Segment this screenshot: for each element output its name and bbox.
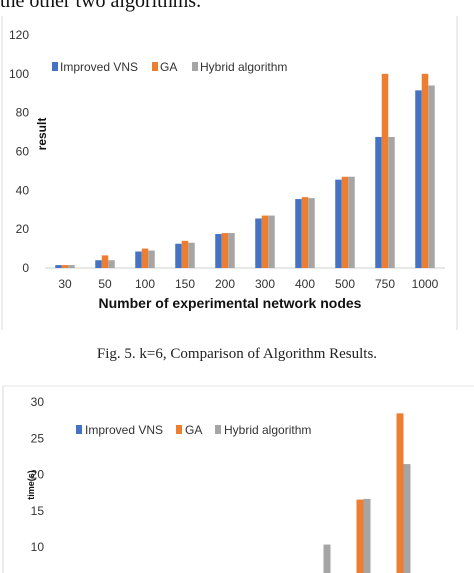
x-tick-label: 750 — [375, 277, 395, 291]
bar-ga — [356, 499, 364, 573]
legend-label: GA — [160, 60, 177, 74]
bar-hybrid-algorithm — [348, 176, 355, 268]
bar-ga — [421, 73, 429, 268]
bar-ga — [261, 215, 269, 268]
y-axis-title: result — [35, 118, 49, 151]
y-tick-label: 100 — [9, 67, 29, 81]
legend-label: Improved VNS — [60, 60, 138, 74]
y-tick-label: 40 — [16, 183, 30, 197]
x-axis-title: Number of experimental network nodes — [99, 295, 362, 311]
bar-improved-vns — [95, 260, 102, 268]
y-tick-label: 20 — [31, 468, 45, 482]
bar-hybrid-algorithm — [268, 215, 275, 268]
legend-label: Hybrid algorithm — [224, 423, 311, 437]
bar-ga — [61, 265, 69, 268]
y-tick-label: 20 — [16, 222, 30, 236]
x-tick-label: 1000 — [412, 277, 439, 291]
figure-caption: Fig. 5. k=6, Comparison of Algorithm Res… — [96, 346, 378, 362]
bar-ga — [381, 73, 389, 268]
y-tick-label: 60 — [16, 145, 30, 159]
legend-swatch — [192, 62, 198, 71]
bar-improved-vns — [375, 136, 382, 268]
x-tick-label: 50 — [98, 277, 112, 291]
bar-improved-vns — [415, 90, 422, 269]
y-tick-label: 25 — [31, 431, 45, 445]
bar-hybrid-algorithm — [188, 242, 195, 268]
bar-hybrid-algorithm — [148, 250, 155, 268]
bar-hybrid-algorithm — [308, 198, 315, 268]
legend-swatch — [76, 425, 82, 434]
y-tick-label: 30 — [31, 395, 45, 409]
bar-improved-vns — [175, 243, 182, 268]
bar-improved-vns — [255, 218, 262, 268]
y-tick-label: 15 — [31, 504, 45, 518]
bar-hybrid-algorithm — [363, 498, 371, 573]
bar-improved-vns — [215, 234, 222, 268]
legend-swatch — [215, 425, 221, 434]
y-tick-label: 10 — [31, 540, 45, 554]
x-tick-label: 150 — [175, 277, 195, 291]
legend-label: Hybrid algorithm — [200, 60, 287, 74]
y-tick-label: 80 — [16, 106, 30, 120]
bar-hybrid-algorithm — [323, 544, 331, 573]
x-tick-label: 100 — [135, 277, 155, 291]
bar-hybrid-algorithm — [108, 260, 115, 268]
bar-hybrid-algorithm — [228, 233, 235, 268]
y-tick-label: 0 — [22, 261, 29, 275]
bar-ga — [141, 248, 149, 268]
bar-ga — [221, 233, 229, 268]
bar-improved-vns — [55, 265, 62, 268]
preceding-text: the other two algorithms. — [0, 0, 202, 12]
bar-hybrid-algorithm — [68, 265, 75, 268]
bar-ga — [396, 413, 404, 573]
bar-ga — [341, 176, 349, 268]
bar-hybrid-algorithm — [388, 136, 395, 268]
x-tick-label: 400 — [295, 277, 315, 291]
bar-ga — [101, 255, 109, 268]
y-tick-label: 120 — [9, 28, 29, 42]
results-bar-chart: 0 20 40 60 80 100 120 30 50 100 150 200 300 400 500 750… — [1, 16, 458, 330]
legend-label: Improved VNS — [85, 423, 163, 437]
x-tick-label: 200 — [215, 277, 235, 291]
bar-improved-vns — [335, 179, 342, 268]
bar-hybrid-algorithm — [428, 85, 435, 268]
bar-ga — [301, 197, 309, 268]
bar-hybrid-algorithm — [403, 464, 411, 573]
x-tick-label: 300 — [255, 277, 275, 291]
legend-label: GA — [185, 423, 202, 437]
x-tick-label: 30 — [58, 277, 72, 291]
x-tick-label: 500 — [335, 277, 355, 291]
bar-ga — [181, 240, 189, 268]
y-axis-title: time(s) — [26, 470, 36, 500]
legend-swatch — [152, 62, 158, 71]
legend-swatch — [52, 62, 58, 71]
legend-swatch — [176, 425, 182, 434]
bar-improved-vns — [135, 251, 142, 268]
bar-improved-vns — [295, 199, 302, 268]
